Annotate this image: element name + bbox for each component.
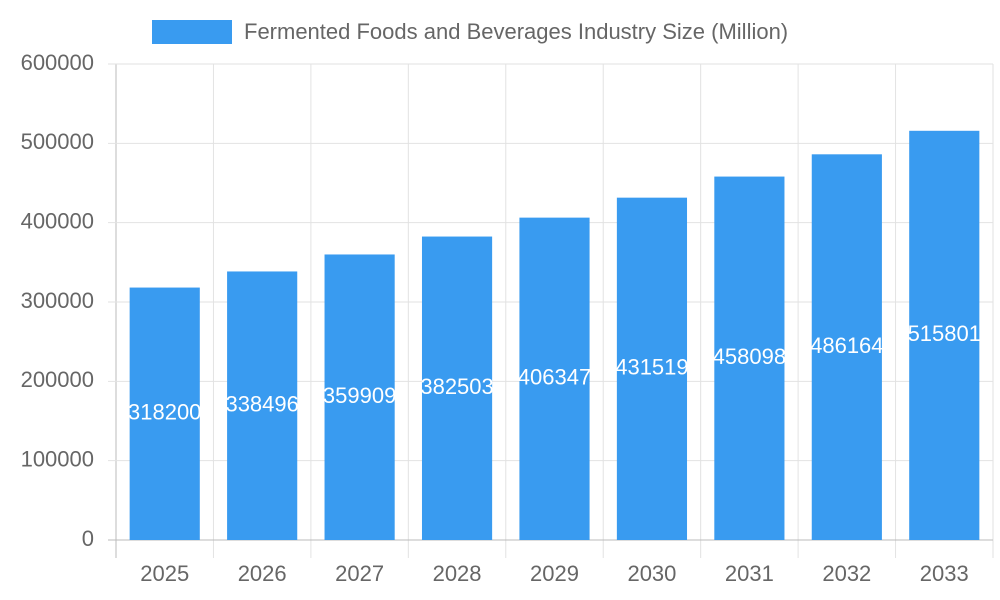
- bar: [909, 130, 980, 541]
- bar: [519, 217, 590, 540]
- data-label: 458098: [713, 344, 786, 369]
- data-label: 338496: [225, 392, 298, 417]
- bar: [421, 236, 493, 541]
- bar: [714, 176, 785, 540]
- x-tick-label: 2033: [920, 561, 969, 586]
- x-tick-label: 2031: [725, 561, 774, 586]
- bar: [129, 287, 200, 540]
- data-label: 359909: [323, 383, 396, 408]
- data-label: 515801: [908, 321, 981, 346]
- y-tick-label: 600000: [21, 50, 94, 75]
- data-label: 382503: [420, 374, 493, 399]
- y-tick-label: 500000: [21, 129, 94, 154]
- y-tick-label: 200000: [21, 367, 94, 392]
- bar: [811, 154, 882, 541]
- x-tick-label: 2030: [627, 561, 676, 586]
- x-tick-label: 2029: [530, 561, 579, 586]
- y-tick-label: 0: [82, 526, 94, 551]
- x-tick-label: 2032: [822, 561, 871, 586]
- y-tick-label: 400000: [21, 208, 94, 233]
- x-tick-label: 2027: [335, 561, 384, 586]
- legend-swatch: [152, 20, 232, 44]
- y-tick-label: 100000: [21, 446, 94, 471]
- x-tick-label: 2026: [238, 561, 287, 586]
- data-label: 406347: [518, 365, 591, 390]
- bar: [324, 254, 395, 540]
- data-label: 318200: [128, 400, 201, 425]
- y-tick-label: 300000: [21, 288, 94, 313]
- x-tick-label: 2028: [433, 561, 482, 586]
- x-tick-label: 2025: [140, 561, 189, 586]
- bar: [227, 271, 298, 540]
- legend-label: Fermented Foods and Beverages Industry S…: [244, 19, 788, 44]
- data-label: 486164: [810, 333, 883, 358]
- data-label: 431519: [615, 355, 688, 380]
- bar: [616, 197, 688, 540]
